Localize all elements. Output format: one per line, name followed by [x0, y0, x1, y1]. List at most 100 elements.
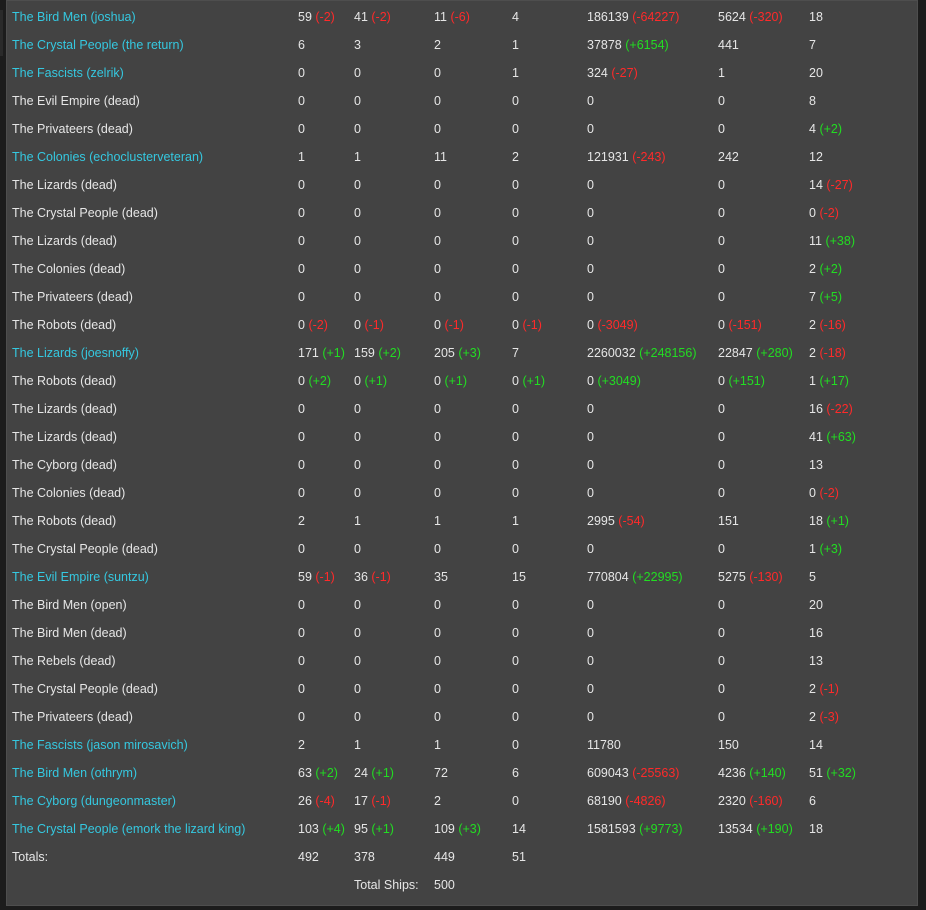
stat-value: 14: [512, 822, 526, 836]
stat-value: 1: [809, 374, 816, 388]
stat-cell: 7 (+5): [809, 283, 889, 311]
stat-value: 0: [354, 542, 361, 556]
stat-cell: 63 (+2): [298, 759, 354, 787]
player-link[interactable]: The Evil Empire (suntzu): [12, 570, 149, 584]
stat-value: 0: [434, 122, 441, 136]
stat-cell: 20: [809, 59, 889, 87]
stat-cell: 18 (+1): [809, 507, 889, 535]
stat-value: 0: [434, 94, 441, 108]
stat-value: 0: [718, 234, 725, 248]
player-link[interactable]: The Bird Men (othrym): [12, 766, 138, 780]
stat-cell: 59 (-1): [298, 563, 354, 591]
stat-cell: 0: [354, 171, 434, 199]
stat-value: 0: [512, 430, 519, 444]
stat-cell: 37878 (+6154): [587, 31, 718, 59]
stat-cell: 324 (-27): [587, 59, 718, 87]
stat-value: 36: [354, 570, 368, 584]
stat-value: 0: [718, 430, 725, 444]
table-row: The Colonies (dead) 0 0 0 0 0 0 0 (-2): [12, 479, 889, 507]
stat-cell: 0: [354, 479, 434, 507]
stat-value: 0: [718, 710, 725, 724]
stat-cell: 0: [298, 59, 354, 87]
stat-value: 0: [298, 318, 305, 332]
stat-value: 2: [809, 710, 816, 724]
stat-delta: (-4826): [625, 794, 666, 808]
stat-delta: (-4): [315, 794, 335, 808]
stat-value: 1: [718, 66, 725, 80]
stat-value: 5275: [718, 570, 746, 584]
stat-value: 151: [718, 514, 739, 528]
player-link[interactable]: The Fascists (zelrik): [12, 66, 124, 80]
stat-cell: 0: [434, 283, 512, 311]
player-link[interactable]: The Colonies (echoclusterveteran): [12, 150, 204, 164]
stat-value: 0: [354, 318, 361, 332]
stat-value: 0: [298, 486, 305, 500]
stat-cell: 0: [718, 199, 809, 227]
stat-cell: 5275 (-130): [718, 563, 809, 591]
stat-cell: 0: [434, 87, 512, 115]
stat-value: 0: [587, 654, 594, 668]
stat-cell: 0: [718, 591, 809, 619]
stat-cell: 770804 (+22995): [587, 563, 718, 591]
race-name: The Colonies (dead): [12, 262, 126, 276]
stat-cell: 95 (+1): [354, 815, 434, 843]
stat-cell: 1: [298, 143, 354, 171]
player-link[interactable]: The Bird Men (joshua): [12, 10, 136, 24]
stat-cell: 0: [512, 395, 587, 423]
table-row: The Rebels (dead) 0 0 0 0 0 0 13: [12, 647, 889, 675]
player-link[interactable]: The Crystal People (the return): [12, 38, 184, 52]
stat-value: 0: [587, 234, 594, 248]
table-row: The Evil Empire (suntzu) 59 (-1) 36 (-1) 35…: [12, 563, 889, 591]
stat-delta: (+280): [756, 346, 793, 360]
stat-cell: 11: [434, 143, 512, 171]
stat-cell: 0: [354, 227, 434, 255]
stat-value: 0: [434, 542, 441, 556]
stat-value: 770804: [587, 570, 629, 584]
stat-delta: (+6154): [625, 38, 669, 52]
player-link[interactable]: The Lizards (joesnoffy): [12, 346, 139, 360]
player-link[interactable]: The Fascists (jason mirosavich): [12, 738, 188, 752]
stat-value: 3: [354, 38, 361, 52]
stat-cell: 0: [587, 395, 718, 423]
stat-cell: 11 (+38): [809, 227, 889, 255]
race-name: The Rebels (dead): [12, 654, 116, 668]
stat-delta: (+1): [522, 374, 546, 388]
stat-cell: 0: [298, 619, 354, 647]
stat-value: 0: [354, 234, 361, 248]
stat-value: 0: [809, 486, 816, 500]
stat-value: 15: [512, 570, 526, 584]
stat-cell: 0: [718, 535, 809, 563]
stat-value: 63: [298, 766, 312, 780]
race-name: The Crystal People (dead): [12, 542, 158, 556]
stat-cell: 0: [587, 619, 718, 647]
player-link[interactable]: The Cyborg (dungeonmaster): [12, 794, 176, 808]
stat-cell: 0: [718, 255, 809, 283]
table-row: The Cyborg (dungeonmaster) 26 (-4) 17 (-1)…: [12, 787, 889, 815]
stat-cell: 13: [809, 647, 889, 675]
stat-cell: 0: [354, 199, 434, 227]
player-link[interactable]: The Crystal People (emork the lizard kin…: [12, 822, 246, 836]
stat-cell: 0: [718, 619, 809, 647]
stat-cell: 0: [434, 423, 512, 451]
stat-cell: 0: [298, 199, 354, 227]
total-ships-label: Total Ships:: [354, 878, 419, 892]
stat-cell: 13: [809, 451, 889, 479]
stat-delta: (+2): [378, 346, 401, 360]
stat-delta: (-6): [450, 10, 470, 24]
stat-delta: (-2): [819, 486, 839, 500]
stat-cell: 0: [587, 675, 718, 703]
stat-value: 2: [298, 738, 305, 752]
table-row: The Lizards (dead) 0 0 0 0 0 0 11 (+38): [12, 227, 889, 255]
table-row: The Bird Men (othrym) 63 (+2) 24 (+1) 72 6 60…: [12, 759, 889, 787]
stat-value: 0: [354, 66, 361, 80]
stat-delta: (-2): [315, 10, 335, 24]
stat-cell: 2 (-3): [809, 703, 889, 731]
scoreboard-table: The Bird Men (joshua) 59 (-2) 41 (-2) 11 (-…: [12, 3, 889, 899]
stat-cell: 0: [718, 115, 809, 143]
stat-cell: 0: [298, 115, 354, 143]
stat-value: 324: [587, 66, 608, 80]
stat-value: 0: [434, 626, 441, 640]
stat-cell: 121931 (-243): [587, 143, 718, 171]
stat-cell: 0: [354, 255, 434, 283]
stat-delta: (-2): [371, 10, 391, 24]
